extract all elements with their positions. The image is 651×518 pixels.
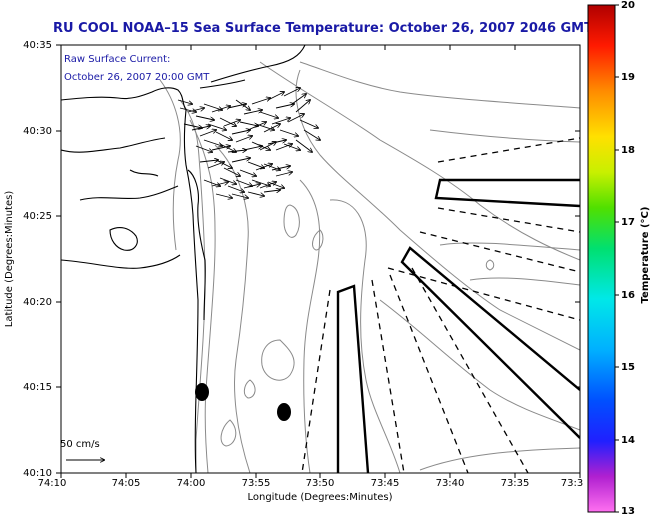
mooring-marker (277, 403, 291, 421)
colorbar-tick-label: 18 (621, 145, 635, 156)
x-tick-label: 73:35 (501, 478, 530, 489)
colorbar-tick-label: 16 (621, 290, 635, 301)
x-tick-label: 73:55 (242, 478, 271, 489)
y-axis-label: Latitude (Degrees:Minutes) (4, 191, 15, 328)
current-annotation-line1: Raw Surface Current: (64, 54, 170, 65)
y-tick-label: 40:25 (23, 211, 52, 222)
x-tick-label: 73:40 (436, 478, 465, 489)
scale-label: 50 cm/s (60, 439, 100, 450)
temperature-colorbar: 20 19 18 17 16 15 14 13 Temperature (°C) (587, 0, 651, 517)
figure-title: RU COOL NOAA–15 Sea Surface Temperature:… (53, 21, 593, 36)
x-tick-label: 74:05 (112, 478, 141, 489)
x-axis: 74:10 74:05 74:00 73:55 73:50 73:45 73:4… (38, 45, 583, 503)
colorbar-tick-label: 13 (621, 506, 635, 517)
surface-current-vectors (177, 88, 320, 198)
x-tick-label: 74:00 (177, 478, 206, 489)
colorbar-tick-label: 19 (621, 72, 635, 83)
x-tick-label: 74:10 (38, 478, 67, 489)
y-tick-label: 40:20 (23, 297, 52, 308)
y-axis: 40:35 40:30 40:25 40:20 40:15 40:10 Lati… (4, 40, 580, 479)
colorbar-tick-label: 15 (621, 362, 635, 373)
x-axis-label: Longitude (Degrees:Minutes) (247, 492, 392, 503)
y-tick-label: 40:15 (23, 382, 52, 393)
y-tick-label: 40:35 (23, 40, 52, 51)
mooring-marker (195, 383, 209, 401)
colorbar-label: Temperature (°C) (640, 207, 651, 304)
coastline (61, 45, 306, 473)
plot-area: Raw Surface Current: October 26, 2007 20… (60, 45, 580, 473)
y-tick-label: 40:10 (23, 468, 52, 479)
colorbar-tick-label: 17 (621, 217, 635, 228)
colorbar-tick-label: 20 (621, 0, 635, 11)
y-tick-label: 40:30 (23, 126, 52, 137)
survey-boxes (336, 178, 580, 473)
colorbar-tick-label: 14 (621, 435, 635, 446)
x-tick-label: 73:3 (561, 478, 583, 489)
current-annotation-line2: October 26, 2007 20:00 GMT (64, 72, 210, 83)
x-tick-label: 73:45 (371, 478, 400, 489)
x-tick-label: 73:50 (306, 478, 335, 489)
ship-tracks (301, 137, 580, 473)
